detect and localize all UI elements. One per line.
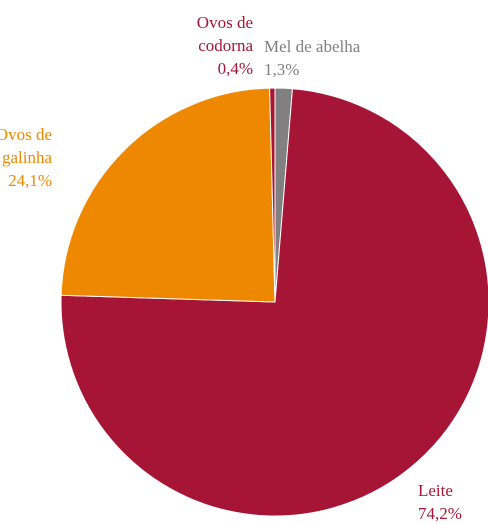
pie-value-label-1: 74,2% xyxy=(418,504,462,523)
pie-slices xyxy=(60,87,488,517)
pie-category-label-1-0: Leite xyxy=(418,481,453,500)
pie-slice-3 xyxy=(269,87,276,303)
pie-label-2: Ovos de galinha 24,1% xyxy=(0,125,52,190)
pie-category-label-3-0: Ovos de xyxy=(197,13,253,32)
pie-label-1: Leite 74,2% xyxy=(418,481,462,523)
pie-category-label-2-1: galinha xyxy=(2,148,52,167)
pie-slice-2 xyxy=(60,87,276,303)
pie-value-label-2: 24,1% xyxy=(8,171,52,190)
pie-category-label-2-0: Ovos de xyxy=(0,125,52,144)
pie-labels: Mel de abelha 1,3% Leite 74,2% Ovos de galinh… xyxy=(0,13,462,523)
pie-label-3: Ovos de codorna 0,4% xyxy=(197,13,254,78)
pie-category-label-0-0: Mel de abelha xyxy=(264,37,361,56)
pie-value-label-0: 1,3% xyxy=(264,60,299,79)
pie-category-label-3-1: codorna xyxy=(198,36,253,55)
pie-value-label-3: 0,4% xyxy=(218,59,253,78)
pie-label-0: Mel de abelha 1,3% xyxy=(264,37,361,79)
